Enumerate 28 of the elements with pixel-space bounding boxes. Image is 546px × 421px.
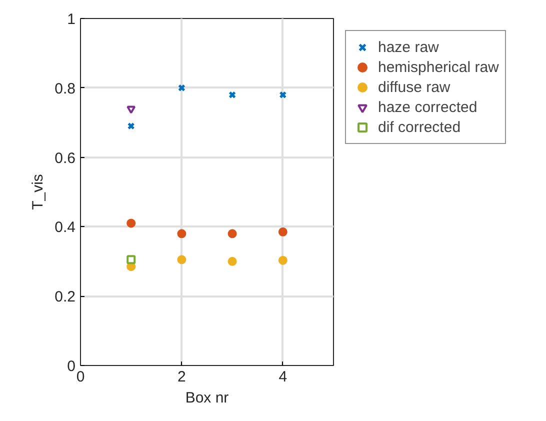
legend-label: hemispherical raw bbox=[378, 58, 499, 76]
legend-label: haze raw bbox=[378, 38, 439, 56]
legend-label: haze corrected bbox=[378, 98, 478, 116]
point bbox=[127, 122, 135, 130]
y-tick-label: 0.6 bbox=[54, 150, 76, 167]
y-tick-label: 1 bbox=[67, 11, 76, 28]
point bbox=[278, 256, 288, 265]
point bbox=[126, 255, 136, 264]
point bbox=[126, 218, 136, 228]
point bbox=[177, 255, 186, 264]
point bbox=[278, 227, 288, 236]
x-tick-label: 2 bbox=[178, 368, 186, 386]
y-tick-label: 0 bbox=[67, 358, 76, 375]
point bbox=[177, 229, 186, 238]
y-tick-label: 0.4 bbox=[54, 219, 76, 236]
y-axis-title: T_vis bbox=[30, 174, 47, 210]
point bbox=[228, 229, 237, 238]
legend-label: dif corrected bbox=[378, 118, 461, 136]
legend-label: diffuse raw bbox=[378, 78, 450, 96]
y-tick-label: 0.8 bbox=[54, 80, 76, 98]
point bbox=[178, 84, 186, 92]
point bbox=[228, 91, 236, 99]
x-tick-label: 4 bbox=[278, 368, 288, 386]
point bbox=[279, 91, 287, 99]
point bbox=[126, 106, 136, 114]
point bbox=[228, 256, 237, 266]
x-axis-title: Box nr bbox=[185, 390, 229, 406]
y-tick-label: 0.2 bbox=[54, 288, 76, 306]
